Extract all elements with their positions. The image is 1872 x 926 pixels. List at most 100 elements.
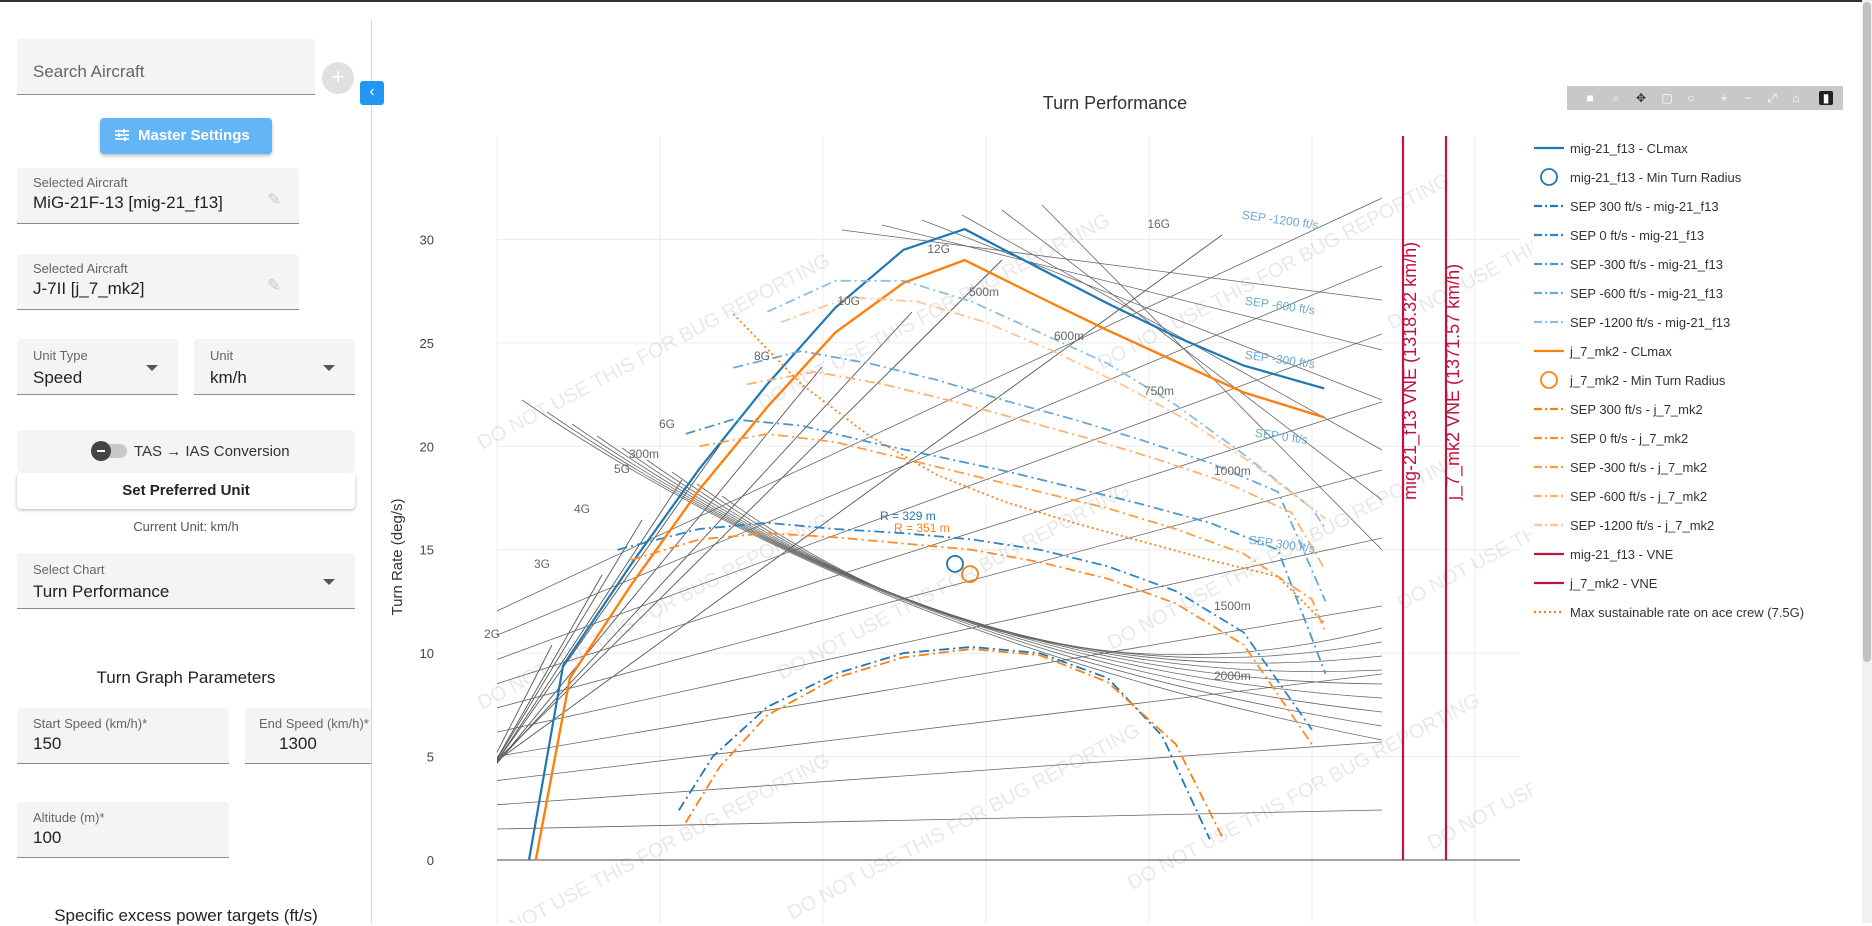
master-settings-button[interactable]: Master Settings <box>100 118 272 154</box>
start-speed-value: 150 <box>33 734 62 753</box>
legend-item[interactable]: mig-21_f13 - Min Turn Radius <box>1530 167 1870 187</box>
start-speed-label: Start Speed (km/h)* <box>33 716 148 731</box>
chart-select[interactable]: Select Chart Turn Performance <box>17 553 355 609</box>
legend-item[interactable]: SEP -1200 ft/s - j_7_mk2 <box>1530 515 1870 535</box>
legend-item[interactable]: SEP 300 ft/s - j_7_mk2 <box>1530 399 1870 419</box>
turn-radius-curve <box>961 214 1382 451</box>
legend-line-icon <box>1534 204 1564 208</box>
legend-label: mig-21_f13 - CLmax <box>1570 141 1688 156</box>
g-load-line <box>497 479 683 763</box>
chevron-down-icon <box>146 365 158 371</box>
selected-aircraft-1-field[interactable]: Selected Aircraft MiG-21F-13 [mig-21_f13… <box>17 168 299 224</box>
chart-select-value: Turn Performance <box>33 582 170 601</box>
turn-radius-curve <box>521 399 1382 741</box>
min-turn-radius-marker <box>961 565 979 584</box>
legend-line-icon <box>1534 262 1564 266</box>
unit-type-label: Unit Type <box>33 348 88 363</box>
selected-aircraft-1-value: MiG-21F-13 [mig-21_f13] <box>33 193 223 212</box>
legend-label: SEP 0 ft/s - mig-21_f13 <box>1570 228 1705 243</box>
sep-line-label: SEP -600 ft/s <box>1244 294 1316 318</box>
collapse-sidebar-button[interactable]: ‹ <box>360 81 384 105</box>
legend-item[interactable]: SEP 0 ft/s - j_7_mk2 <box>1530 428 1870 448</box>
lasso-icon[interactable]: ○ <box>1687 91 1695 105</box>
legend-line-icon <box>1534 523 1564 527</box>
legend-line-icon <box>1534 610 1564 614</box>
turn-radius-curve <box>546 411 1382 727</box>
add-aircraft-button[interactable]: + <box>322 62 354 94</box>
turn-params-title: Turn Graph Parameters <box>96 668 276 687</box>
turn-radius-curve <box>841 229 1382 301</box>
altitude-field[interactable]: Altitude (m)* 100 <box>17 802 229 858</box>
start-speed-field[interactable]: Start Speed (km/h)* 150 <box>17 708 229 764</box>
legend-item[interactable]: mig-21_f13 - VNE <box>1530 544 1870 564</box>
chevron-down-icon <box>323 579 335 585</box>
altitude-label: Altitude (m)* <box>33 810 105 825</box>
g-load-line <box>497 574 603 760</box>
sidebar-divider <box>371 20 372 923</box>
legend-line-icon <box>1534 552 1564 556</box>
turn-radius-curve <box>721 495 1382 656</box>
turn-radius-curve <box>671 471 1382 664</box>
zoom-out-icon[interactable]: − <box>1744 91 1752 105</box>
edit-pencil-icon[interactable]: ✎ <box>267 276 282 295</box>
g-load-label: 4G <box>574 502 590 516</box>
legend-item[interactable]: SEP 300 ft/s - mig-21_f13 <box>1530 196 1870 216</box>
legend-item[interactable]: SEP -600 ft/s - j_7_mk2 <box>1530 486 1870 506</box>
legend-label: SEP -1200 ft/s - j_7_mk2 <box>1570 518 1715 533</box>
g-load-line <box>497 311 913 764</box>
end-speed-field[interactable]: End Speed (km/h)* 1300 <box>245 708 371 764</box>
g-load-line <box>497 265 1382 636</box>
g-load-label: 10G <box>837 294 860 308</box>
pan-icon[interactable]: ✥ <box>1635 91 1647 105</box>
g-load-line <box>497 605 1382 757</box>
series-line <box>733 350 1327 602</box>
search-aircraft-input[interactable]: Search Aircraft <box>17 39 315 95</box>
legend-item[interactable]: j_7_mk2 - VNE <box>1530 573 1870 593</box>
legend-item[interactable]: j_7_mk2 - Min Turn Radius <box>1530 370 1870 390</box>
watermark-text: DO NOT USE THIS FOR BUG REPORTING <box>1124 689 1484 894</box>
end-speed-value: 1300 <box>279 734 317 753</box>
turn-radius-label: 2000m <box>1214 669 1251 683</box>
watermark-text: DO NOT USE THIS FOR BUG REPORTING <box>474 249 834 454</box>
search-placeholder: Search Aircraft <box>33 62 145 81</box>
selected-aircraft-1-label: Selected Aircraft <box>33 175 128 190</box>
legend-item[interactable]: SEP -300 ft/s - mig-21_f13 <box>1530 254 1870 274</box>
legend-item[interactable]: SEP -600 ft/s - mig-21_f13 <box>1530 283 1870 303</box>
g-load-line <box>497 673 1382 781</box>
min-radius-label: R = 329 m <box>880 509 936 523</box>
g-load-label: 5G <box>614 462 630 476</box>
g-load-line <box>497 537 1382 733</box>
page-scroll-thumb[interactable] <box>1863 2 1871 662</box>
series-line <box>746 370 1327 571</box>
legend-item[interactable]: SEP -300 ft/s - j_7_mk2 <box>1530 457 1870 477</box>
legend-item[interactable]: j_7_mk2 - CLmax <box>1530 341 1870 361</box>
y-tick-label: 15 <box>420 543 434 558</box>
g-load-label: 12G <box>927 242 950 256</box>
zoom-icon[interactable]: ⌕ <box>1612 91 1620 105</box>
g-load-label: 16G <box>1147 217 1170 231</box>
home-icon[interactable]: ⌂ <box>1792 91 1800 105</box>
legend-item[interactable]: Max sustainable rate on ace crew (7.5G) <box>1530 602 1870 622</box>
box-select-icon[interactable]: ▢ <box>1661 91 1673 105</box>
plotly-logo-icon[interactable]: ▮ <box>1819 91 1833 105</box>
zoom-in-icon[interactable]: + <box>1720 91 1728 105</box>
turn-radius-label: 750m <box>1144 384 1174 398</box>
edit-pencil-icon[interactable]: ✎ <box>267 190 282 209</box>
legend-circle-icon <box>1540 168 1558 186</box>
g-load-line <box>497 366 823 765</box>
legend-item[interactable]: SEP -1200 ft/s - mig-21_f13 <box>1530 312 1870 332</box>
tas-ias-switch-thumb[interactable] <box>91 441 111 461</box>
altitude-value: 100 <box>33 828 62 847</box>
legend-item[interactable]: SEP 0 ft/s - mig-21_f13 <box>1530 225 1870 245</box>
series-line <box>527 227 1325 861</box>
legend-item[interactable]: mig-21_f13 - CLmax <box>1530 138 1870 158</box>
autoscale-icon[interactable]: ⤢ <box>1767 91 1777 105</box>
g-load-line <box>497 197 1382 612</box>
camera-icon[interactable]: ■ <box>1586 91 1594 105</box>
legend-line-icon <box>1534 320 1564 324</box>
g-load-label: 3G <box>534 557 550 571</box>
set-preferred-unit-button[interactable]: Set Preferred Unit <box>17 473 355 509</box>
unit-select[interactable]: Unit km/h <box>194 339 355 395</box>
unit-type-select[interactable]: Unit Type Speed <box>17 339 178 395</box>
selected-aircraft-2-field[interactable]: Selected Aircraft J-7II [j_7_mk2] ✎ <box>17 254 299 310</box>
